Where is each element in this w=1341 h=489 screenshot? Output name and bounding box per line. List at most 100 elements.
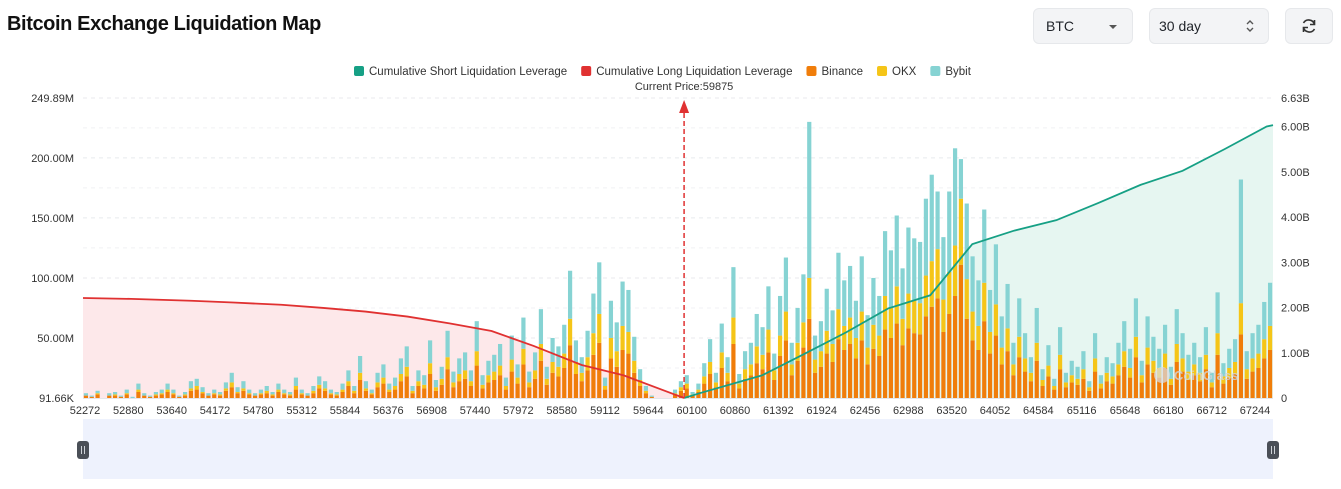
okx-bar	[970, 311, 975, 341]
short-cumulative-line	[683, 124, 1274, 399]
bybit-bar	[1063, 372, 1069, 383]
okx-bar	[591, 333, 596, 355]
okx-bar	[801, 322, 806, 348]
binance-bar	[1139, 382, 1144, 398]
bybit-bar	[707, 339, 713, 362]
bybit-bar	[451, 371, 456, 383]
bybit-bar	[328, 389, 334, 394]
okx-bar	[311, 390, 316, 394]
okx-bar	[964, 279, 969, 319]
bybit-bar	[970, 256, 975, 312]
binance-bar	[731, 343, 736, 398]
okx-bar	[1081, 369, 1086, 379]
binance-bar	[474, 365, 479, 398]
binance-bar	[1011, 375, 1016, 398]
binance-bar	[964, 318, 969, 398]
okx-bar	[1227, 367, 1232, 378]
bybit-bar	[474, 321, 479, 352]
binance-bar	[696, 391, 701, 398]
bybit-bar	[439, 366, 444, 379]
okx-bar	[398, 373, 404, 382]
bybit-bar	[194, 378, 199, 386]
binance-bar	[217, 395, 223, 398]
okx-bar	[842, 325, 847, 350]
binance-bar	[241, 390, 246, 398]
x-tick-label: 52880	[113, 405, 144, 417]
okx-bar	[614, 351, 619, 367]
okx-bar	[906, 293, 911, 329]
current-price-arrow	[679, 100, 690, 113]
bybit-bar	[836, 252, 841, 310]
binance-bar	[387, 391, 392, 398]
bybit-bar	[906, 227, 911, 294]
binance-bar	[917, 334, 923, 398]
legend[interactable]: Cumulative Short Liquidation Leverage Cum…	[354, 66, 972, 78]
bybit-bar	[387, 383, 392, 390]
bybit-bar	[486, 360, 491, 376]
binance-bar	[602, 389, 608, 398]
bybit-bar	[188, 381, 194, 389]
binance-bar	[573, 373, 579, 398]
okx-bar	[702, 376, 707, 384]
bybit-bar	[877, 295, 882, 336]
okx-bar	[538, 343, 544, 361]
bybit-bar	[381, 364, 386, 378]
bybit-bar	[217, 391, 223, 395]
okx-bar	[235, 391, 240, 394]
okx-bar	[124, 393, 129, 395]
axes: 91.66K 50.00M 100.00M 150.00M 200.00M 249.89M…	[31, 93, 1310, 417]
bybit-bar	[282, 389, 287, 394]
bybit-bar	[1215, 292, 1220, 334]
binance-bar	[165, 391, 170, 398]
coin-select[interactable]: BTC	[1033, 8, 1133, 44]
binance-bar	[1110, 383, 1115, 398]
current-price-marker: Current Price:59875	[635, 81, 733, 398]
x-tick-label: 55312	[286, 405, 317, 417]
binance-bar	[416, 385, 421, 398]
range-select[interactable]: 30 day	[1149, 8, 1269, 44]
binance-bar	[567, 345, 573, 398]
x-tick-label: 64584	[1023, 405, 1054, 417]
zoom-slider-track[interactable]	[83, 419, 1273, 479]
zoom-handle-left[interactable]	[77, 441, 89, 459]
bybit-bar	[976, 280, 981, 326]
bybit-bar	[731, 267, 736, 318]
binance-bar	[212, 394, 217, 398]
okx-bar	[223, 388, 229, 391]
zoom-handle-right[interactable]	[1267, 441, 1279, 459]
okx-bar	[1057, 354, 1063, 370]
bybit-bar	[1017, 298, 1022, 337]
bybit-bar	[427, 340, 433, 364]
okx-bar	[585, 357, 590, 371]
binance-bar	[737, 388, 742, 398]
okx-bar	[1267, 325, 1273, 350]
bybit-bar	[509, 335, 514, 360]
bybit-bar	[900, 268, 905, 319]
bybit-bar	[182, 391, 188, 395]
refresh-button[interactable]	[1285, 8, 1333, 44]
binance-bar	[783, 340, 789, 398]
x-tick-label: 62988	[893, 405, 924, 417]
okx-bar	[1162, 353, 1168, 368]
okx-bar	[194, 385, 199, 390]
bybit-bar	[544, 366, 549, 379]
legend-swatch	[877, 66, 888, 76]
okx-bar	[229, 382, 234, 388]
okx-bar	[287, 394, 293, 396]
binance-bar	[282, 394, 287, 398]
okx-bar	[352, 390, 357, 394]
binance-bar	[206, 395, 211, 398]
binance-bar	[451, 387, 456, 398]
okx-bar	[171, 393, 176, 395]
bybit-bar	[317, 376, 322, 385]
binance-bar	[363, 390, 369, 398]
bybit-bar	[229, 372, 234, 383]
okx-bar	[608, 337, 614, 359]
binance-bar	[311, 393, 316, 398]
bybit-bar	[322, 381, 328, 389]
okx-bar	[1262, 339, 1267, 359]
bybit-bar	[719, 323, 724, 353]
bybit-bar	[824, 288, 829, 331]
bybit-bar	[404, 346, 409, 367]
bybit-bar	[532, 352, 538, 371]
